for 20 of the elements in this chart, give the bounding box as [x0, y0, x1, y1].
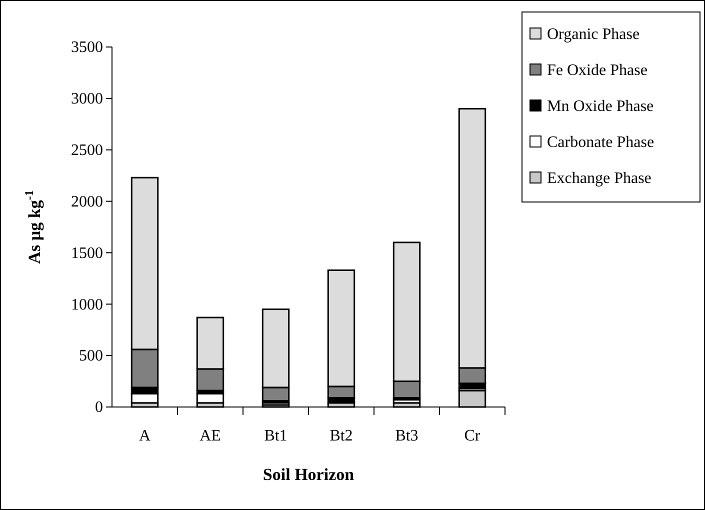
legend-label: Fe Oxide Phase	[547, 62, 648, 79]
x-tick-label: Bt1	[264, 427, 288, 444]
x-tick-label: A	[138, 427, 151, 444]
legend-label: Mn Oxide Phase	[547, 98, 654, 115]
y-tick-label: 0	[95, 399, 103, 416]
y-tick-label: 1000	[71, 296, 103, 314]
y-tick-label: 2500	[71, 142, 103, 159]
y-tick-label: 1500	[71, 244, 103, 262]
x-axis-title: Soil Horizon	[262, 465, 355, 484]
legend-label: Carbonate Phase	[547, 134, 654, 151]
y-tick-label: 500	[79, 348, 103, 365]
x-tick-label: AE	[200, 427, 221, 444]
legend-label: Exchange Phase	[547, 170, 652, 187]
y-tick-label: 3500	[71, 39, 103, 56]
y-tick-label: 2000	[71, 193, 103, 210]
x-tick-label: Bt2	[330, 427, 353, 444]
x-tick-label: Cr	[464, 427, 481, 444]
legend-label: Organic Phase	[547, 26, 640, 43]
x-tick-label: Bt3	[395, 427, 418, 444]
y-tick-label: 3000	[71, 90, 103, 108]
